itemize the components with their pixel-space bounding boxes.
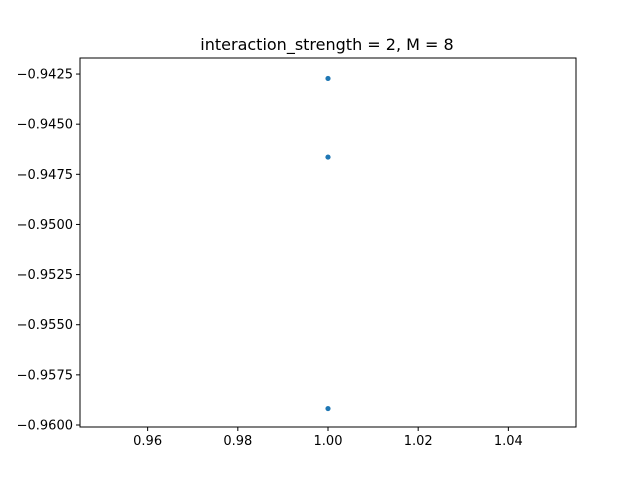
- y-tick-label: −0.9600: [17, 418, 73, 433]
- y-tick-label: −0.9500: [17, 218, 73, 233]
- x-axis: 0.96 0.98 1.00 1.02 1.04: [133, 427, 523, 449]
- y-tick-label: −0.9575: [17, 368, 73, 383]
- y-tick-label: −0.9475: [17, 168, 73, 183]
- chart-title: interaction_strength = 2, M = 8: [200, 35, 453, 55]
- data-points: [325, 75, 331, 412]
- data-point: [325, 75, 331, 82]
- x-tick-label: 0.98: [223, 434, 252, 449]
- y-tick-label: −0.9450: [17, 118, 73, 133]
- x-tick-label: 1.00: [314, 434, 343, 449]
- plot-frame: [79, 57, 577, 428]
- y-tick-label: −0.9550: [17, 318, 73, 333]
- y-axis: −0.9425 −0.9450 −0.9475 −0.9500 −0.9525 −0.95…: [17, 68, 80, 433]
- data-point: [325, 154, 331, 160]
- y-tick-label: −0.9525: [17, 268, 73, 283]
- y-tick-label: −0.9425: [17, 68, 73, 83]
- x-tick-label: 1.02: [404, 434, 433, 449]
- x-tick-label: 1.04: [494, 434, 523, 449]
- x-tick-label: 0.96: [133, 434, 162, 449]
- data-point: [325, 405, 331, 412]
